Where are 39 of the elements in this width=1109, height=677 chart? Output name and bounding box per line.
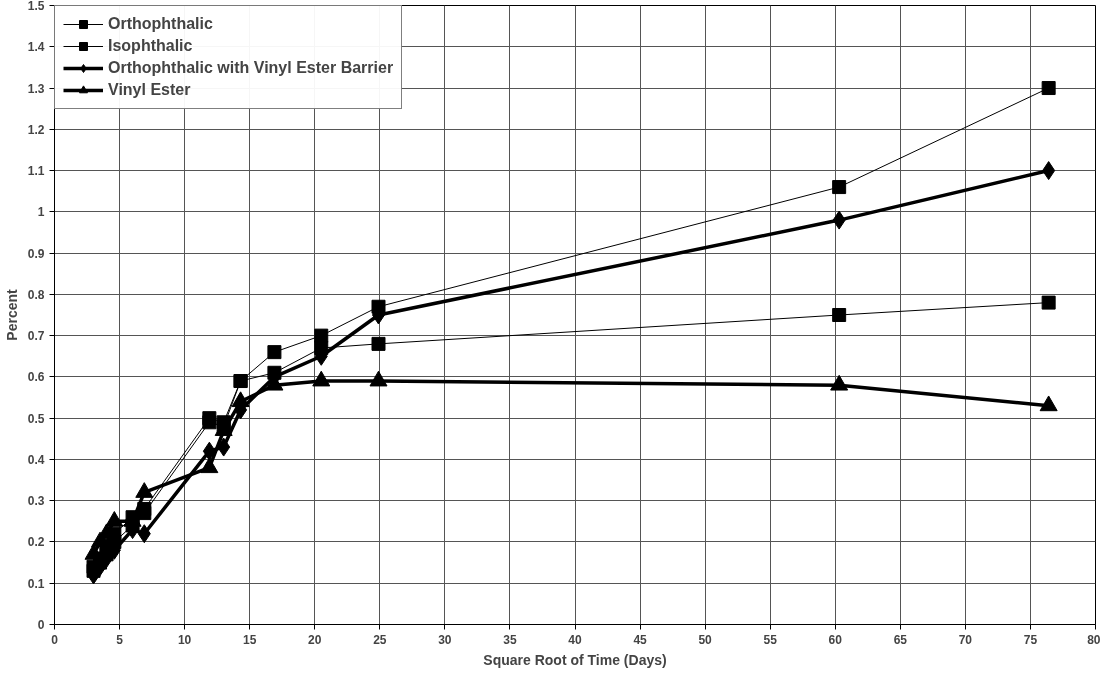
y-tick-label: 1.5 <box>27 0 45 13</box>
legend-label: Orthophthalic <box>108 15 213 33</box>
x-tick-label: 0 <box>51 632 59 647</box>
y-tick-label: 0.3 <box>27 494 45 509</box>
y-tick-label: 0.5 <box>27 411 45 426</box>
y-tick-label: 0.7 <box>27 329 45 344</box>
x-tick-label: 25 <box>373 632 387 647</box>
y-tick-label: 0.2 <box>27 535 45 550</box>
y-tick-label: 0.8 <box>27 287 45 302</box>
y-tick-label: 0.4 <box>27 452 45 467</box>
x-tick-label: 5 <box>116 632 124 647</box>
x-tick-label: 30 <box>438 632 452 647</box>
x-tick-label: 80 <box>1087 632 1101 647</box>
x-tick-label: 15 <box>243 632 257 647</box>
y-tick-label: 1.3 <box>27 81 45 96</box>
x-tick-label: 35 <box>503 632 517 647</box>
y-tick-label: 1.2 <box>27 122 45 137</box>
y-tick-label: 1.1 <box>27 164 45 179</box>
y-tick-label: 1 <box>37 205 45 220</box>
y-axis-title: Percent <box>3 288 20 341</box>
y-tick-label: 0.6 <box>27 370 45 385</box>
x-tick-label: 65 <box>893 632 908 647</box>
x-tick-label: 20 <box>308 632 322 647</box>
legend-label: Isophthalic <box>108 37 193 55</box>
x-tick-label: 40 <box>568 632 582 647</box>
legend-label: Vinyl Ester <box>108 81 191 99</box>
x-tick-label: 10 <box>177 632 192 647</box>
x-tick-label: 60 <box>828 632 843 647</box>
y-tick-label: 0 <box>37 618 45 632</box>
x-tick-label: 55 <box>763 632 778 647</box>
y-tick-label: 0.1 <box>27 576 45 591</box>
x-tick-label: 75 <box>1023 632 1038 647</box>
y-tick-label: 0.9 <box>27 246 45 261</box>
legend-label: Orthophthalic with Vinyl Ester Barrier <box>108 59 394 77</box>
x-tick-label: 50 <box>698 632 713 647</box>
y-tick-label: 1.4 <box>27 40 45 55</box>
x-tick-label: 70 <box>958 632 973 647</box>
x-tick-label: 45 <box>633 632 648 647</box>
x-axis-title: Square Root of Time (Days) <box>483 651 667 668</box>
